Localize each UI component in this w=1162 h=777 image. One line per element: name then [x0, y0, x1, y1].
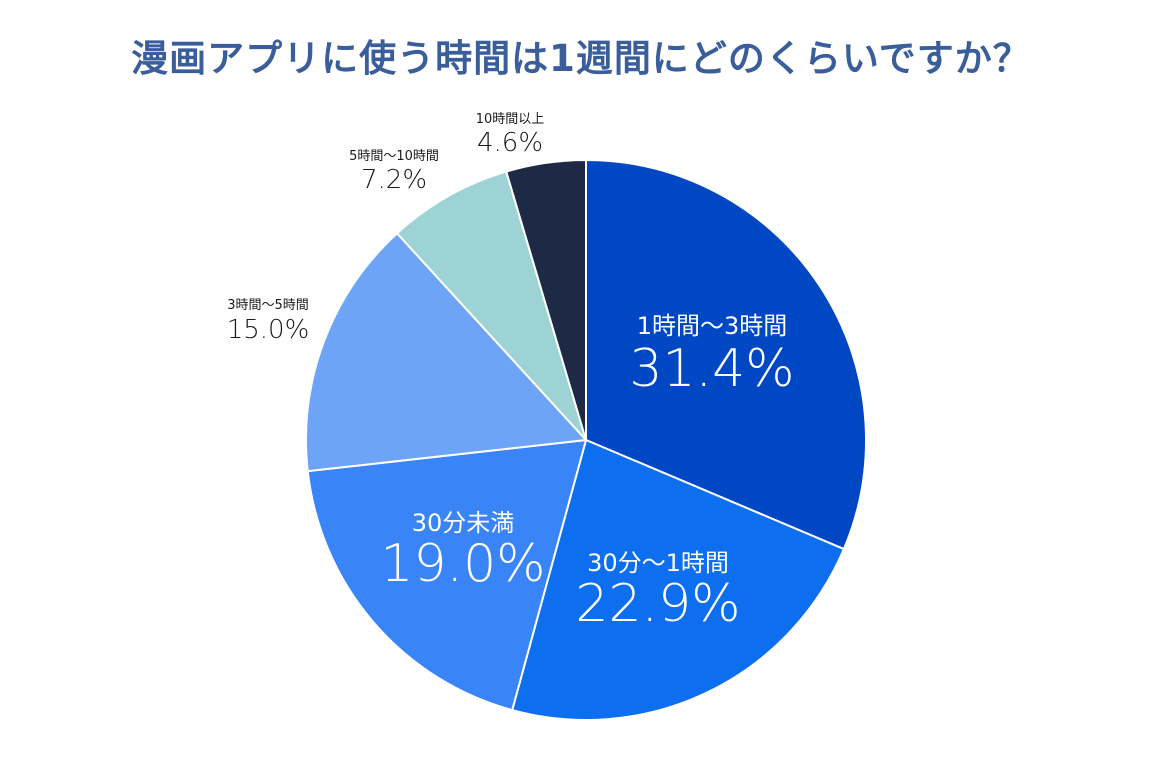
slice-value-label: 22.9%	[575, 574, 740, 634]
slice-value-label: 4.6%	[477, 128, 543, 158]
slice-label: 3時間〜5時間	[227, 298, 309, 313]
pie-slice	[306, 438, 588, 712]
slice-label: 30分未満	[412, 509, 515, 537]
slice-label: 10時間以上	[476, 112, 545, 127]
pie-slices	[305, 158, 867, 721]
pie-slice	[585, 158, 867, 551]
slice-value-label: 7.2%	[361, 165, 427, 195]
pie-slice	[510, 438, 846, 721]
slice-label: 30分〜1時間	[587, 549, 729, 577]
slice-label: 1時間〜3時間	[637, 312, 788, 340]
slice-value-label: 31.4%	[629, 339, 794, 399]
slice-value-label: 15.0%	[227, 315, 310, 345]
pie-slice	[505, 158, 587, 441]
pie-slice	[305, 231, 589, 473]
slice-label: 5時間〜10時間	[349, 149, 439, 164]
chart-title: 漫画アプリに使う時間は1週間にどのくらいですか？	[131, 37, 1031, 80]
pie-slice	[395, 170, 587, 441]
slice-value-label: 19.0%	[380, 534, 545, 594]
